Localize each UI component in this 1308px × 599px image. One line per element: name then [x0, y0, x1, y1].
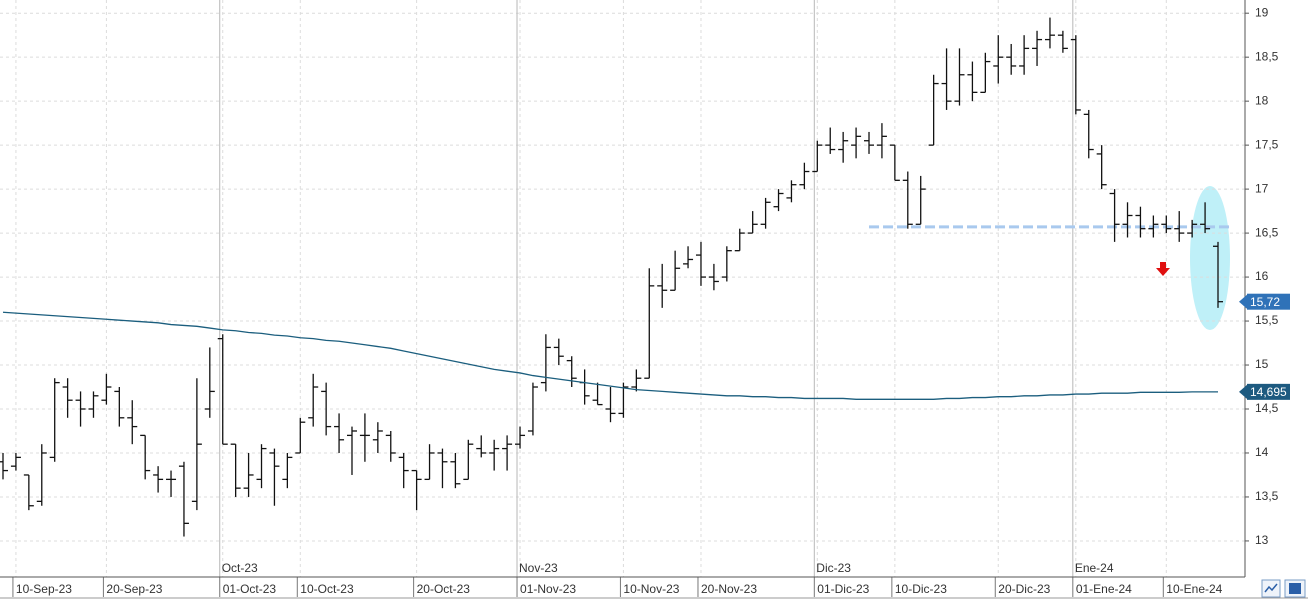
x-tick-label: 20-Oct-23: [417, 582, 471, 596]
y-tick-label: 14: [1255, 445, 1269, 459]
x-tick-label: 20-Sep-23: [106, 582, 162, 596]
last-value-label: 15,72: [1250, 295, 1280, 309]
x-tick-label: 01-Oct-23: [223, 582, 277, 596]
y-tick-label: 16: [1255, 269, 1269, 283]
y-tick-label: 18: [1255, 93, 1269, 107]
moving-average: [2, 311, 1218, 400]
last-value-pointer: [1239, 384, 1247, 399]
x-tick-label: 01-Dic-23: [817, 582, 869, 596]
last-value-label: 14,695: [1250, 385, 1287, 399]
last-value-box: [1247, 383, 1290, 400]
month-label: Oct-23: [222, 561, 258, 575]
x-tick-label: 20-Dic-23: [998, 582, 1050, 596]
x-tick-label: 10-Sep-23: [16, 582, 72, 596]
last-value-pointer: [1239, 294, 1247, 309]
y-tick-label: 18,5: [1255, 49, 1279, 63]
y-tick-label: 15,5: [1255, 313, 1279, 327]
y-tick-label: 15: [1255, 357, 1269, 371]
highlight-ellipse: [1190, 186, 1230, 330]
y-tick-label: 17,5: [1255, 137, 1279, 151]
y-tick-label: 16,5: [1255, 225, 1279, 239]
x-tick-label: 20-Nov-23: [701, 582, 757, 596]
y-tick-label: 17: [1255, 181, 1269, 195]
month-label: Dic-23: [816, 561, 851, 575]
down-arrow: [1156, 262, 1170, 276]
save-icon: [1289, 583, 1301, 594]
x-tick-label: 01-Nov-23: [520, 582, 576, 596]
x-tick-label: 10-Dic-23: [895, 582, 947, 596]
month-label: Ene-24: [1075, 561, 1114, 575]
zoom-icon: [1264, 583, 1278, 593]
y-tick-label: 14,5: [1255, 401, 1279, 415]
last-value-box: [1247, 293, 1290, 310]
month-label: Nov-23: [519, 561, 558, 575]
x-tick-label: 01-Ene-24: [1076, 582, 1132, 596]
x-tick-label: 10-Ene-24: [1166, 582, 1222, 596]
y-tick-label: 13: [1255, 533, 1269, 547]
y-tick-label: 19: [1255, 5, 1269, 19]
x-tick-label: 10-Oct-23: [300, 582, 354, 596]
x-tick-label: 10-Nov-23: [623, 582, 679, 596]
y-tick-label: 13,5: [1255, 489, 1279, 503]
